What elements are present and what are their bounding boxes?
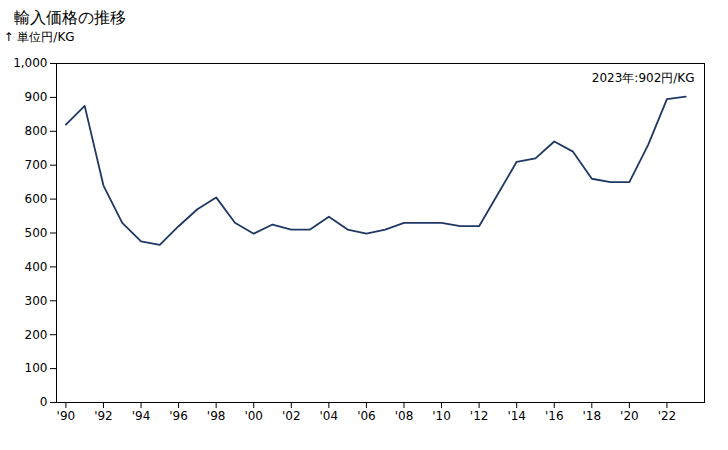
- svg-text:'98: '98: [207, 409, 226, 423]
- svg-text:500: 500: [25, 226, 48, 240]
- svg-text:'96: '96: [169, 409, 188, 423]
- svg-text:'16: '16: [545, 409, 564, 423]
- svg-text:0: 0: [40, 395, 48, 409]
- svg-text:300: 300: [25, 294, 48, 308]
- svg-text:'94: '94: [132, 409, 151, 423]
- svg-text:900: 900: [25, 90, 48, 104]
- svg-text:'12: '12: [470, 409, 489, 423]
- svg-text:400: 400: [25, 260, 48, 274]
- svg-text:800: 800: [25, 124, 48, 138]
- svg-text:'90: '90: [57, 409, 76, 423]
- svg-text:'22: '22: [658, 409, 677, 423]
- svg-text:600: 600: [25, 192, 48, 206]
- svg-text:↑ 単位円/KG: ↑ 単位円/KG: [4, 30, 75, 44]
- svg-text:'18: '18: [583, 409, 602, 423]
- svg-text:'08: '08: [395, 409, 414, 423]
- svg-text:'14: '14: [507, 409, 526, 423]
- svg-text:'20: '20: [620, 409, 639, 423]
- svg-text:'10: '10: [432, 409, 451, 423]
- svg-text:200: 200: [25, 328, 48, 342]
- svg-text:1,000: 1,000: [13, 56, 47, 70]
- svg-text:'04: '04: [320, 409, 339, 423]
- svg-text:100: 100: [25, 361, 48, 375]
- svg-text:'00: '00: [244, 409, 263, 423]
- svg-text:'02: '02: [282, 409, 301, 423]
- svg-text:2023年:902円/KG: 2023年:902円/KG: [592, 71, 695, 85]
- svg-text:'06: '06: [357, 409, 376, 423]
- svg-text:'92: '92: [94, 409, 113, 423]
- html-text:輸入価格の推移: 輸入価格の推移: [14, 8, 126, 27]
- svg-text:700: 700: [25, 158, 48, 172]
